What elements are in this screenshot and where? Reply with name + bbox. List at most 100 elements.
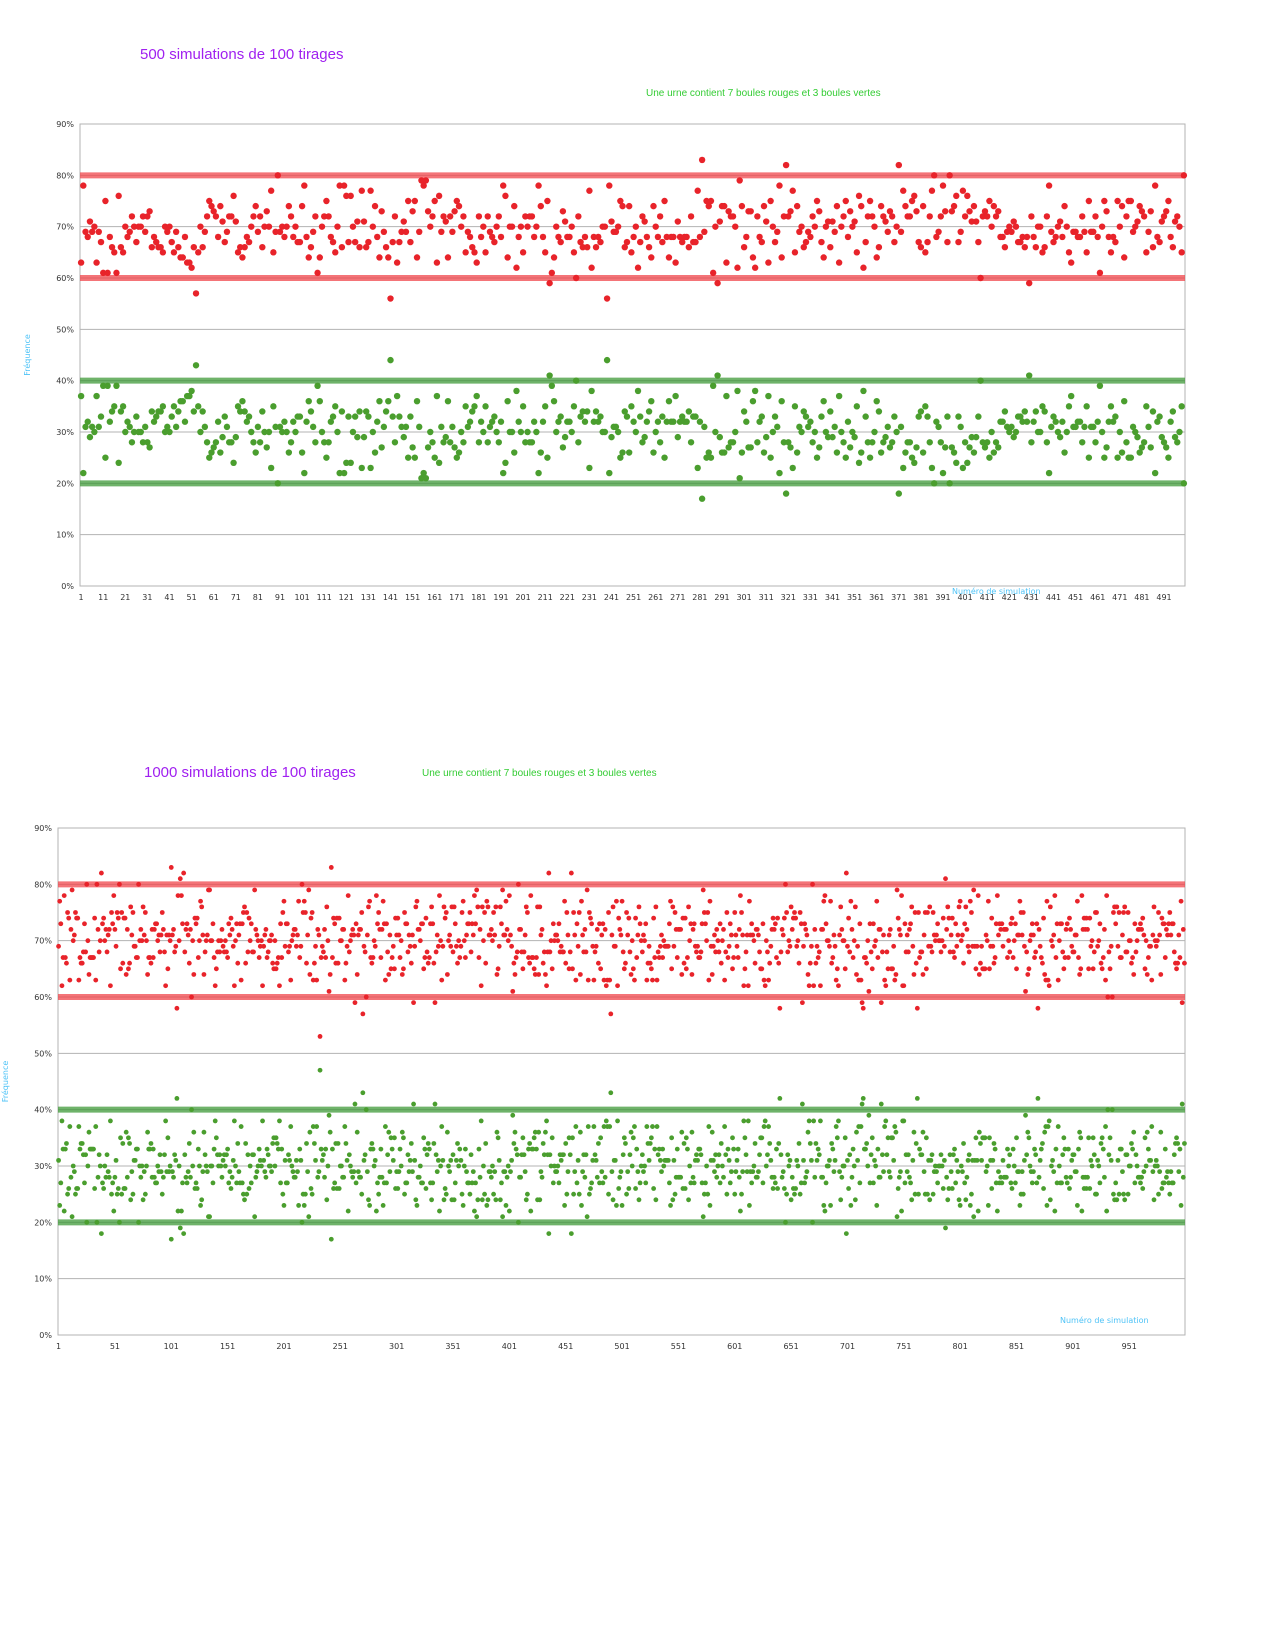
red-point (639, 213, 646, 220)
red-point (1056, 938, 1062, 944)
green-point (504, 398, 511, 405)
green-point (108, 1118, 113, 1124)
x-tick-label: 461 (1090, 593, 1105, 602)
green-point (262, 1169, 268, 1175)
red-point (619, 202, 626, 210)
green-point (304, 1141, 309, 1146)
green-point (618, 1169, 624, 1175)
red-point (243, 233, 251, 241)
red-point (275, 955, 281, 960)
green-point (930, 1191, 936, 1197)
red-point (1156, 910, 1161, 915)
red-point (899, 893, 904, 898)
red-point (623, 238, 631, 246)
red-point (1012, 223, 1020, 230)
x-tick-label: 1 (56, 1342, 61, 1351)
red-point (575, 213, 582, 220)
green-point (851, 433, 858, 441)
red-point (736, 177, 743, 184)
green-point (147, 1146, 153, 1152)
red-point (785, 949, 791, 955)
red-point (420, 182, 427, 189)
red-point (534, 955, 539, 960)
x-tick-label: 231 (582, 593, 597, 602)
red-point (774, 228, 781, 235)
red-point (336, 182, 343, 189)
red-point (530, 233, 538, 241)
red-point (757, 949, 762, 955)
green-point (124, 1174, 130, 1180)
red-point (798, 223, 805, 230)
green-point (263, 1174, 269, 1180)
green-point (943, 1225, 948, 1231)
red-point (252, 202, 259, 210)
red-point (1091, 949, 1097, 955)
green-point (689, 1129, 695, 1135)
green-point (1025, 372, 1033, 379)
red-point (776, 182, 783, 189)
red-point (396, 238, 403, 246)
red-point (733, 932, 739, 938)
red-point (869, 213, 876, 220)
green-point (238, 1124, 244, 1129)
green-point (456, 1163, 462, 1169)
green-point (417, 1163, 423, 1169)
green-point (252, 1214, 258, 1220)
x-tick-label: 391 (935, 593, 950, 602)
red-point (95, 927, 101, 932)
green-point (893, 1129, 899, 1135)
red-point (958, 938, 964, 944)
red-point (999, 921, 1005, 927)
red-point (924, 238, 931, 246)
red-point (928, 187, 936, 194)
green-point (217, 449, 224, 456)
red-point (978, 960, 983, 966)
green-point (115, 459, 122, 466)
green-point (829, 433, 836, 441)
green-point (322, 1174, 327, 1180)
red-point (550, 254, 558, 261)
red-point (818, 238, 825, 246)
red-point (259, 938, 264, 944)
green-point (586, 464, 593, 472)
red-point (813, 197, 821, 205)
red-point (783, 881, 788, 887)
green-point (1012, 428, 1020, 436)
green-point (570, 403, 578, 410)
red-point (232, 218, 240, 225)
red-point (778, 949, 784, 955)
green-point (1151, 469, 1159, 477)
green-point (407, 1157, 413, 1163)
green-point (1123, 439, 1130, 446)
red-point (765, 259, 772, 266)
green-point (391, 439, 399, 446)
red-point (1094, 910, 1099, 915)
red-point (614, 898, 619, 904)
green-point (127, 1141, 132, 1146)
green-point (617, 1174, 623, 1180)
green-point (1162, 1146, 1168, 1152)
red-point (977, 274, 984, 282)
green-point (593, 1157, 599, 1163)
red-point (190, 244, 198, 251)
red-point (431, 197, 438, 205)
red-point (513, 955, 519, 960)
x-tick-label: 651 (783, 1342, 798, 1351)
red-point (990, 943, 996, 949)
red-point (446, 938, 451, 944)
green-point (106, 1174, 112, 1180)
red-point (975, 238, 982, 246)
green-point (482, 403, 489, 410)
green-point (706, 1124, 712, 1129)
red-point (818, 983, 823, 989)
red-point (982, 966, 988, 972)
green-point (226, 1180, 232, 1186)
red-point (474, 887, 480, 893)
red-point (1165, 932, 1170, 938)
green-point (901, 1118, 907, 1124)
red-point (882, 977, 888, 983)
green-point (820, 398, 827, 405)
red-point (522, 213, 529, 220)
red-point (595, 960, 601, 966)
green-point (82, 423, 89, 431)
